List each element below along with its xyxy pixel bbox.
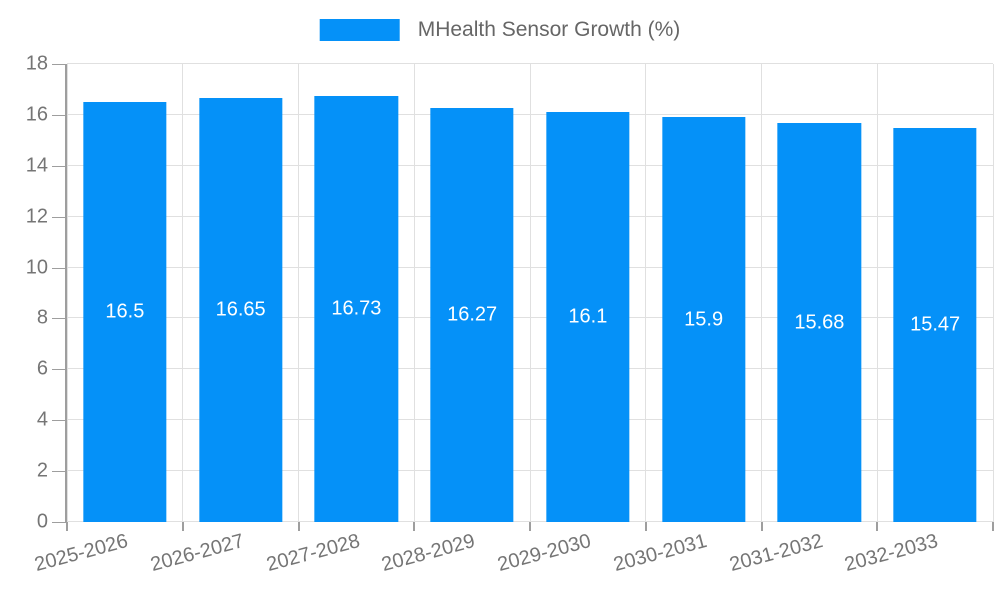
- bar-value-label: 16.73: [331, 297, 382, 320]
- x-axis-tick: [529, 522, 531, 531]
- y-gridline: [67, 63, 993, 64]
- bar-value-label: 16.5: [105, 300, 145, 323]
- y-axis-tick: [52, 522, 66, 523]
- x-axis-tick: [876, 522, 878, 531]
- x-axis-tick: [761, 522, 763, 531]
- x-gridline: [298, 64, 299, 522]
- x-tick-label: 2029-2030: [495, 530, 594, 577]
- x-gridline: [529, 64, 531, 522]
- x-axis-tick: [182, 522, 184, 531]
- y-axis-tick: [52, 166, 66, 167]
- x-gridline: [413, 64, 415, 522]
- x-axis-tick: [645, 522, 647, 531]
- x-tick-label: 2031-2032: [726, 530, 826, 577]
- bar: 16.5: [83, 102, 167, 522]
- plot-area: 16.5 16.65 16.73 16.27 16.1 15.9 15.68 15.47: [66, 63, 994, 522]
- bar: 15.47: [893, 128, 977, 522]
- y-tick-label: 16: [25, 103, 48, 126]
- y-tick-label: 12: [25, 205, 48, 228]
- bar: 15.9: [661, 117, 746, 522]
- y-axis-tick: [52, 471, 66, 472]
- x-gridline: [182, 64, 184, 522]
- bar: 16.27: [430, 108, 514, 522]
- bar: 16.1: [546, 112, 630, 522]
- x-gridline: [876, 64, 878, 522]
- bar-value-label: 16.27: [447, 303, 498, 326]
- legend-item[interactable]: MHealth Sensor Growth (%): [319, 18, 681, 42]
- x-axis-tick: [66, 522, 68, 531]
- x-gridline: [761, 64, 762, 522]
- y-tick-label: 0: [36, 510, 48, 533]
- y-tick-label: 4: [36, 408, 48, 431]
- bar: 16.73: [314, 96, 399, 522]
- x-tick-label: 2030-2031: [611, 530, 710, 577]
- y-axis-line: [65, 64, 67, 522]
- y-axis-tick: [52, 268, 66, 269]
- bar: 15.68: [777, 123, 862, 522]
- x-tick-label: 2025-2026: [32, 530, 131, 577]
- x-tick-label: 2026-2027: [148, 530, 247, 577]
- bar-value-label: 16.1: [568, 305, 608, 328]
- x-axis-tick: [992, 522, 994, 531]
- legend-label: MHealth Sensor Growth (%): [417, 18, 681, 41]
- legend-swatch-icon: [319, 19, 400, 41]
- x-axis-tick: [298, 522, 300, 531]
- y-tick-label: 8: [36, 306, 48, 329]
- y-axis-tick: [52, 217, 66, 218]
- y-axis-tick: [52, 64, 66, 65]
- x-gridline: [66, 64, 68, 522]
- bar-value-label: 16.65: [215, 298, 266, 321]
- bar-value-label: 15.47: [910, 313, 961, 336]
- y-axis-tick: [52, 369, 66, 370]
- y-tick-label: 14: [25, 154, 48, 177]
- bar-value-label: 15.68: [794, 311, 845, 334]
- y-tick-label: 10: [25, 256, 48, 279]
- y-axis-tick: [52, 115, 66, 116]
- x-gridline: [992, 64, 994, 522]
- y-axis-tick: [52, 318, 66, 319]
- bar: 16.65: [198, 98, 283, 522]
- x-tick-label: 2032-2033: [842, 530, 941, 577]
- y-tick-label: 2: [36, 459, 48, 482]
- y-tick-label: 18: [25, 52, 48, 75]
- x-gridline: [645, 64, 647, 522]
- bar-value-label: 15.9: [684, 308, 724, 331]
- x-tick-label: 2027-2028: [263, 530, 363, 577]
- x-tick-label: 2028-2029: [379, 530, 478, 577]
- y-tick-label: 6: [36, 357, 48, 380]
- y-axis-tick: [52, 420, 66, 421]
- x-axis-tick: [413, 522, 415, 531]
